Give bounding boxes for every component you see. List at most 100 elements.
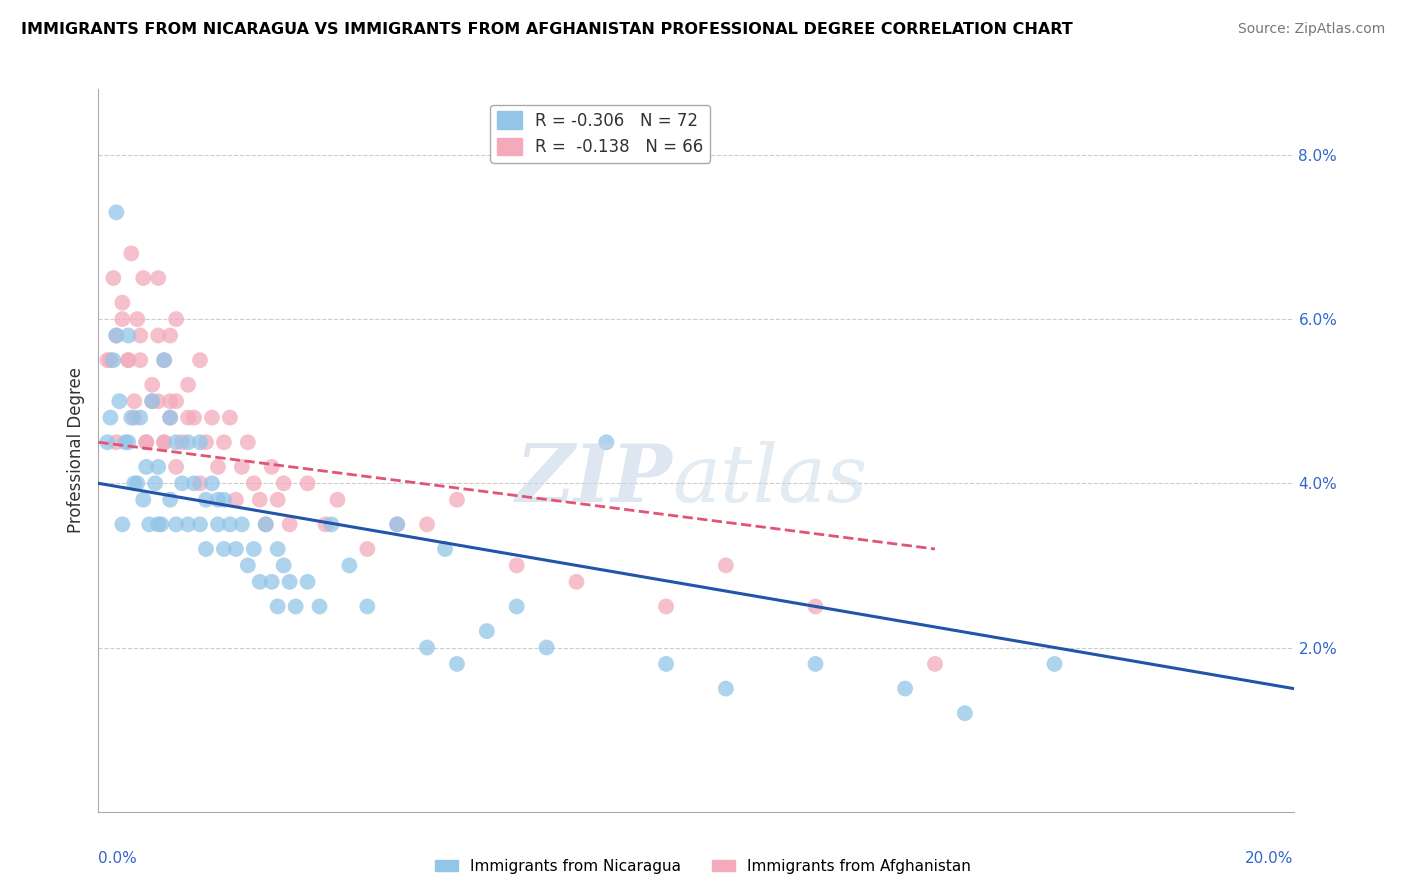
Point — [141, 377, 163, 392]
Point — [714, 558, 737, 573]
Point — [506, 558, 529, 573]
Point — [924, 657, 946, 671]
Point — [132, 271, 155, 285]
Point — [188, 517, 211, 532]
Point — [98, 353, 122, 368]
Point — [243, 541, 266, 556]
Point — [120, 410, 142, 425]
Point — [172, 476, 194, 491]
Point — [804, 657, 827, 671]
Point — [207, 459, 229, 474]
Point — [183, 410, 205, 425]
Point — [434, 541, 457, 556]
Point — [159, 410, 181, 425]
Point — [148, 271, 170, 285]
Point — [117, 353, 139, 368]
Point — [446, 492, 468, 507]
Y-axis label: Professional Degree: Professional Degree — [66, 368, 84, 533]
Point — [96, 353, 118, 368]
Point — [141, 394, 163, 409]
Point — [135, 435, 157, 450]
Point — [326, 492, 349, 507]
Point — [260, 459, 283, 474]
Point — [172, 435, 194, 450]
Point — [321, 517, 343, 532]
Point — [236, 558, 259, 573]
Point — [105, 328, 128, 343]
Point — [129, 353, 152, 368]
Point — [117, 328, 139, 343]
Point — [416, 640, 439, 655]
Point — [714, 681, 737, 696]
Point — [177, 410, 200, 425]
Point — [655, 599, 678, 614]
Point — [111, 312, 134, 326]
Point — [105, 328, 128, 343]
Point — [141, 394, 163, 409]
Point — [129, 328, 152, 343]
Text: IMMIGRANTS FROM NICARAGUA VS IMMIGRANTS FROM AFGHANISTAN PROFESSIONAL DEGREE COR: IMMIGRANTS FROM NICARAGUA VS IMMIGRANTS … — [21, 22, 1073, 37]
Point — [165, 394, 187, 409]
Point — [148, 328, 170, 343]
Legend: R = -0.306   N = 72, R =  -0.138   N = 66: R = -0.306 N = 72, R = -0.138 N = 66 — [491, 104, 710, 162]
Point — [127, 312, 149, 326]
Point — [201, 476, 224, 491]
Point — [267, 541, 290, 556]
Point — [103, 271, 125, 285]
Point — [117, 353, 139, 368]
Point — [132, 492, 155, 507]
Point — [188, 353, 211, 368]
Point — [506, 599, 529, 614]
Text: ZIP: ZIP — [515, 441, 672, 518]
Point — [231, 517, 253, 532]
Point — [356, 541, 378, 556]
Point — [159, 410, 181, 425]
Point — [124, 410, 146, 425]
Point — [273, 476, 295, 491]
Point — [148, 459, 170, 474]
Point — [315, 517, 337, 532]
Point — [124, 394, 146, 409]
Point — [339, 558, 361, 573]
Point — [148, 394, 170, 409]
Point — [212, 492, 235, 507]
Point — [188, 476, 211, 491]
Point — [129, 410, 152, 425]
Point — [148, 517, 170, 532]
Point — [177, 377, 200, 392]
Point — [953, 706, 976, 721]
Point — [103, 353, 125, 368]
Point — [536, 640, 558, 655]
Point — [894, 681, 917, 696]
Point — [153, 353, 176, 368]
Point — [212, 541, 235, 556]
Point — [108, 394, 131, 409]
Point — [225, 492, 247, 507]
Point — [153, 435, 176, 450]
Point — [159, 492, 181, 507]
Point — [138, 517, 160, 532]
Point — [165, 459, 187, 474]
Point — [177, 517, 200, 532]
Point — [565, 574, 588, 589]
Point — [159, 328, 181, 343]
Point — [595, 435, 617, 450]
Point — [195, 541, 218, 556]
Point — [804, 599, 827, 614]
Point — [153, 435, 176, 450]
Point — [278, 517, 301, 532]
Point — [1043, 657, 1066, 671]
Point — [249, 492, 271, 507]
Point — [165, 312, 187, 326]
Point — [111, 517, 134, 532]
Point — [165, 435, 187, 450]
Point — [225, 541, 247, 556]
Point — [655, 657, 678, 671]
Point — [195, 492, 218, 507]
Legend: Immigrants from Nicaragua, Immigrants from Afghanistan: Immigrants from Nicaragua, Immigrants fr… — [429, 853, 977, 880]
Point — [219, 517, 242, 532]
Point — [105, 435, 128, 450]
Point — [207, 517, 229, 532]
Point — [111, 295, 134, 310]
Point — [188, 435, 211, 450]
